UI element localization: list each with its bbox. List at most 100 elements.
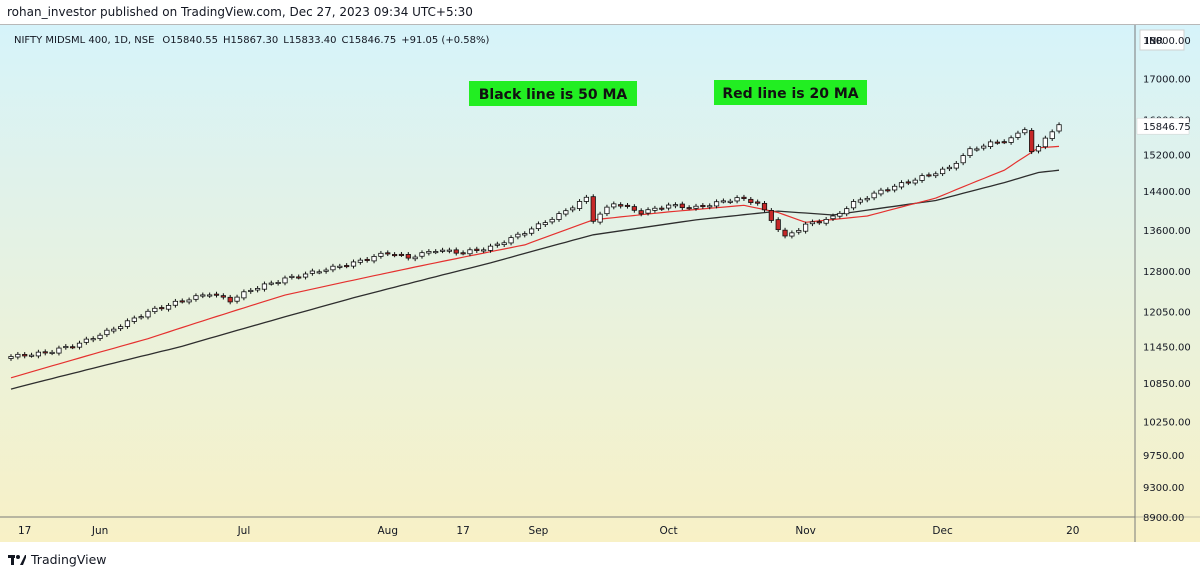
candle[interactable]	[453, 249, 459, 254]
candle[interactable]	[761, 202, 768, 211]
candle[interactable]	[590, 196, 596, 222]
candle[interactable]	[83, 338, 89, 343]
candle[interactable]	[748, 198, 754, 203]
candle[interactable]	[90, 338, 96, 341]
candle[interactable]	[419, 252, 425, 257]
candle[interactable]	[118, 326, 124, 330]
candle[interactable]	[193, 295, 199, 300]
candle[interactable]	[789, 232, 795, 237]
candle[interactable]	[111, 328, 117, 332]
candle[interactable]	[796, 230, 802, 233]
candle[interactable]	[63, 346, 69, 349]
candle[interactable]	[213, 293, 220, 296]
candle[interactable]	[727, 200, 733, 203]
candle[interactable]	[474, 248, 480, 251]
candle[interactable]	[494, 243, 500, 246]
candle[interactable]	[679, 203, 685, 209]
candle[interactable]	[1042, 137, 1048, 148]
candle[interactable]	[124, 320, 131, 327]
candle[interactable]	[775, 219, 781, 231]
candle[interactable]	[515, 233, 521, 238]
candle[interactable]	[330, 265, 336, 271]
candle[interactable]	[165, 305, 172, 310]
candle[interactable]	[542, 222, 548, 226]
candle[interactable]	[720, 200, 727, 203]
candle[interactable]	[919, 175, 925, 181]
candle[interactable]	[898, 182, 905, 188]
candle[interactable]	[946, 166, 953, 170]
candle[interactable]	[28, 354, 35, 357]
candle[interactable]	[357, 259, 363, 263]
candle[interactable]	[659, 207, 665, 210]
candle[interactable]	[618, 204, 624, 207]
candle[interactable]	[350, 261, 357, 267]
candle[interactable]	[467, 249, 473, 255]
candle[interactable]	[378, 252, 384, 257]
candle[interactable]	[412, 256, 418, 260]
candle[interactable]	[713, 201, 720, 207]
candle[interactable]	[638, 210, 644, 215]
candle[interactable]	[1035, 146, 1042, 152]
candle[interactable]	[179, 300, 185, 303]
candle[interactable]	[707, 205, 713, 208]
candle[interactable]	[200, 294, 206, 297]
candle[interactable]	[535, 223, 542, 230]
candle[interactable]	[275, 282, 281, 285]
candle[interactable]	[487, 245, 494, 251]
chart-area[interactable]: NIFTY MIDSML 400, 1D, NSE O15840.55 H15867…	[0, 25, 1200, 542]
candle[interactable]	[337, 265, 343, 268]
candle[interactable]	[316, 271, 322, 274]
candle[interactable]	[926, 174, 932, 177]
candle[interactable]	[529, 228, 535, 234]
candle[interactable]	[261, 283, 268, 290]
candle[interactable]	[549, 218, 555, 223]
candle[interactable]	[282, 277, 288, 284]
candle[interactable]	[556, 213, 562, 220]
candle[interactable]	[583, 196, 590, 202]
candle[interactable]	[234, 296, 240, 302]
candle[interactable]	[611, 203, 617, 208]
candle[interactable]	[892, 185, 898, 191]
candle[interactable]	[905, 181, 911, 184]
candle[interactable]	[974, 148, 980, 151]
candle[interactable]	[70, 346, 76, 349]
candle[interactable]	[138, 316, 144, 319]
candle[interactable]	[289, 275, 295, 278]
candle[interactable]	[131, 317, 137, 322]
candle[interactable]	[823, 219, 829, 224]
candle[interactable]	[809, 221, 816, 225]
candle[interactable]	[850, 201, 857, 209]
price-axis-panel[interactable]	[1135, 25, 1200, 542]
candle[interactable]	[666, 204, 672, 209]
candle[interactable]	[960, 155, 966, 164]
candle[interactable]	[220, 295, 226, 298]
candle[interactable]	[15, 353, 21, 358]
candle[interactable]	[254, 288, 261, 291]
candle[interactable]	[830, 215, 836, 220]
candle[interactable]	[8, 356, 14, 359]
candle[interactable]	[56, 347, 62, 354]
candle[interactable]	[645, 209, 651, 214]
candle[interactable]	[508, 237, 514, 244]
candle[interactable]	[741, 196, 747, 199]
candle[interactable]	[768, 210, 774, 221]
ma20-line[interactable]	[10, 145, 1060, 379]
candle[interactable]	[878, 189, 884, 195]
candle[interactable]	[42, 351, 48, 354]
candle[interactable]	[782, 229, 788, 237]
candle[interactable]	[22, 354, 28, 357]
candle[interactable]	[953, 162, 959, 169]
candle[interactable]	[302, 273, 309, 278]
candle[interactable]	[672, 204, 679, 207]
candle[interactable]	[597, 213, 603, 223]
candle[interactable]	[172, 300, 178, 306]
candle[interactable]	[186, 299, 192, 303]
candle[interactable]	[912, 179, 918, 184]
candle[interactable]	[501, 242, 507, 245]
candle[interactable]	[433, 251, 439, 254]
candle[interactable]	[405, 254, 411, 259]
candle[interactable]	[604, 206, 610, 215]
candle[interactable]	[391, 254, 398, 257]
candle[interactable]	[145, 310, 151, 318]
candle[interactable]	[398, 253, 405, 256]
